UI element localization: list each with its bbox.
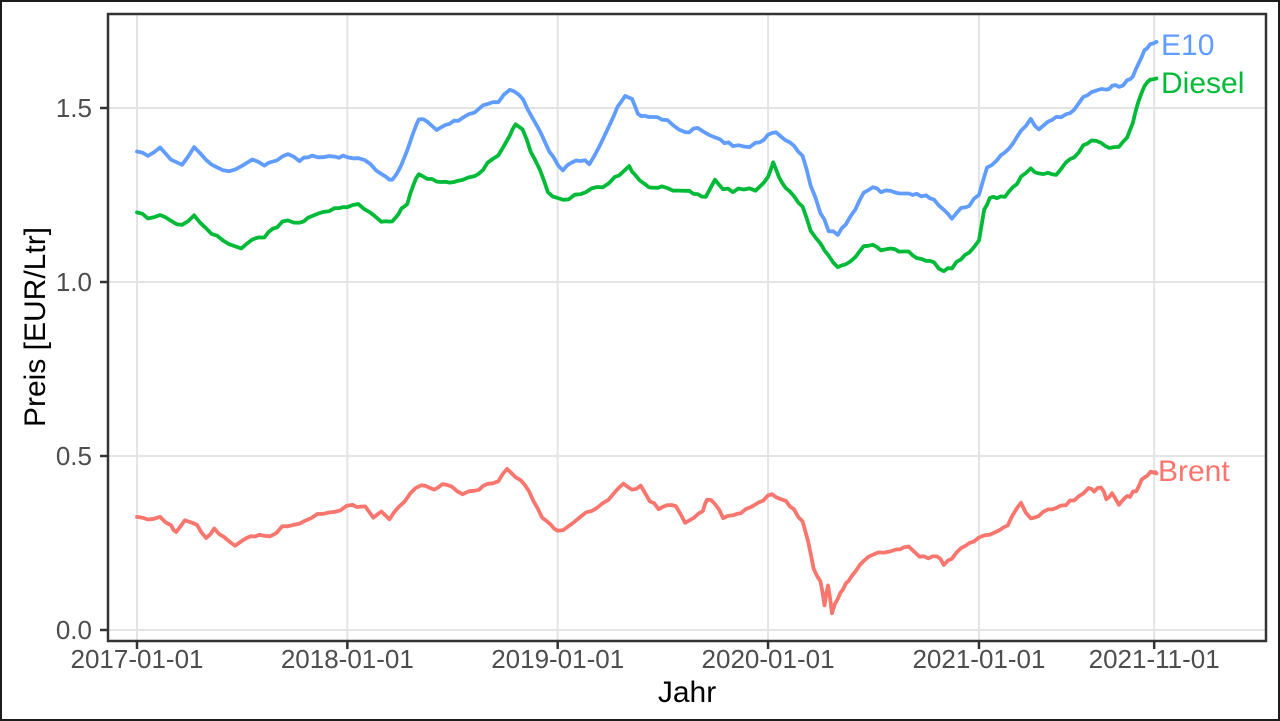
line-diesel — [135, 76, 1159, 274]
line-e10 — [135, 40, 1159, 237]
y-tick-label: 0.5 — [56, 441, 92, 471]
x-tick-label: 2019-01-01 — [491, 644, 624, 674]
series-label-e10: E10 — [1161, 29, 1215, 62]
x-tick-label: 2020-01-01 — [702, 644, 835, 674]
x-axis-title: Jahr — [657, 676, 717, 709]
y-axis-title: Preis [EUR/Ltr] — [19, 226, 52, 428]
x-tick-label: 2018-01-01 — [281, 644, 414, 674]
series-label-diesel: Diesel — [1161, 67, 1245, 100]
panel-border — [106, 12, 1268, 643]
x-tick-label: 2017-01-01 — [71, 644, 204, 674]
y-tick-label: 1.0 — [56, 267, 92, 297]
x-tick-label: 2021-11-01 — [1089, 644, 1220, 674]
series-label-brent: Brent — [1158, 455, 1230, 488]
y-tick-label: 1.5 — [56, 93, 92, 123]
line-brent — [135, 467, 1159, 616]
x-tick-label: 2021-01-01 — [912, 644, 1045, 674]
y-tick-label: 0.0 — [56, 615, 92, 645]
